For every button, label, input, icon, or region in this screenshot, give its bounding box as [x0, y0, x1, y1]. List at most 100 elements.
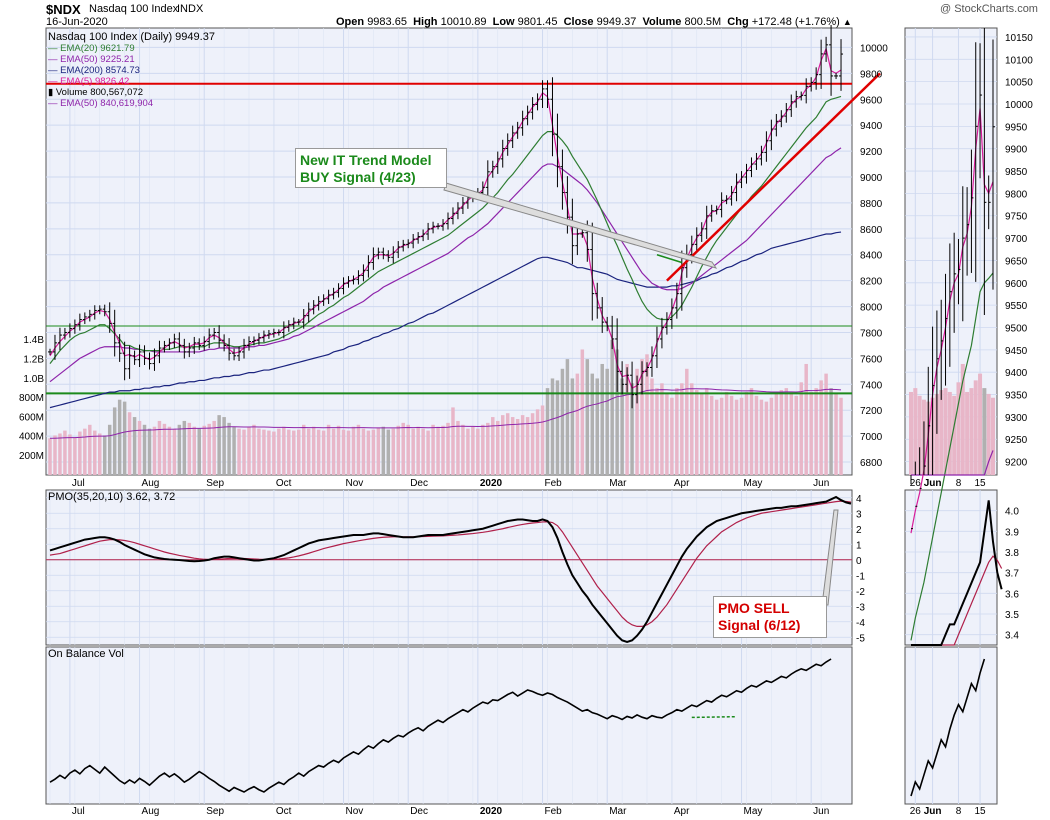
volume-bar: [476, 428, 480, 475]
x-tick-label-bottom: Oct: [276, 806, 292, 817]
volume-bar: [48, 438, 52, 475]
zoom-price-tick-label: 9600: [1005, 279, 1028, 290]
volume-bar: [804, 363, 808, 475]
index-name: Nasdaq 100 Index: [89, 3, 179, 15]
ema200-line: [49, 231, 842, 409]
zoom-price-bar: [988, 175, 991, 230]
volume-bar: [172, 428, 177, 475]
price-bar: [595, 282, 600, 319]
zoom-pmo-tick-label: 3.5: [1005, 610, 1019, 621]
zoom-volume-bar: [913, 388, 918, 475]
zoom-volume-bar: [991, 397, 995, 475]
zoom-price-bar: [932, 326, 935, 475]
price-bar: [57, 327, 62, 351]
series-lines: [46, 46, 1003, 797]
price-bar: [132, 350, 137, 365]
price-bar: [306, 302, 311, 323]
zoom-volume-bar: [917, 395, 922, 475]
price-bar: [814, 67, 819, 90]
zoom-price-tick-label: 9250: [1005, 435, 1028, 446]
pmo-tick-label: 0: [856, 556, 862, 567]
volume-bar: [431, 424, 435, 475]
price-tick-label: 8000: [860, 303, 883, 314]
volume-ema50-line: [49, 388, 842, 439]
x-tick-label-bottom: May: [744, 806, 763, 817]
zoom-price-bar: [949, 243, 952, 367]
volume-bar: [630, 383, 634, 475]
price-tick-label: 9400: [860, 121, 883, 132]
zoom-x-tick-label: Jun: [924, 478, 942, 489]
zoom-price-tick-label: 9950: [1005, 122, 1028, 133]
volume-bar: [560, 368, 565, 475]
price-bar: [336, 283, 341, 298]
zoom-obv-line: [910, 658, 986, 797]
volume-bar: [282, 426, 286, 475]
price-bar: [739, 171, 744, 189]
zoom-x-tick-label-bottom: 8: [956, 806, 962, 817]
x-tick-label: May: [744, 478, 763, 489]
volume-bar: [202, 425, 206, 475]
price-bar: [117, 334, 122, 362]
volume-bar: [655, 388, 659, 475]
pmo-sell-line2: Signal (6/12): [718, 617, 801, 633]
price-bar: [207, 328, 212, 349]
price-tick-label: 7200: [860, 406, 883, 417]
volume-bar: [93, 430, 97, 475]
volume-bar: [242, 429, 246, 475]
symbol: $NDX: [46, 2, 81, 17]
price-bar: [630, 361, 635, 409]
x-tick-label: 2020: [480, 478, 503, 489]
it-trend-annotation: New IT Trend Model BUY Signal (4/23): [295, 148, 447, 188]
price-bar: [192, 336, 197, 354]
zoom-price-bar: [979, 43, 983, 179]
volume-bar: [505, 413, 510, 475]
volume-bar: [739, 397, 744, 475]
pmo-line: [49, 495, 852, 643]
volume-bar: [252, 424, 256, 475]
volume-bar: [351, 426, 356, 475]
price-bar: [555, 113, 560, 188]
price-bar: [804, 78, 809, 104]
volume-bar: [426, 430, 430, 475]
volume-bar: [690, 383, 694, 475]
volume-bars-icon: ▮: [48, 87, 54, 98]
price-bar: [371, 247, 376, 270]
price-bar: [704, 205, 709, 239]
volume-bar: [187, 422, 192, 475]
price-bar: [291, 317, 296, 330]
volume-tick-label: 400M: [19, 432, 44, 443]
price-bar: [824, 36, 829, 62]
price-bar: [197, 338, 202, 350]
zoom-price-tick-label: 9350: [1005, 391, 1028, 402]
price-bar: [829, 24, 834, 96]
obv-legend: On Balance Vol: [48, 649, 124, 660]
zoom-x-tick-label: 15: [974, 478, 986, 489]
zoom-price-tick-label: 10150: [1005, 33, 1033, 44]
zoom-price-bar: [923, 421, 926, 475]
volume-tick-label: 1.4B: [23, 335, 44, 346]
price-bar: [530, 97, 535, 120]
price-bar: [82, 312, 87, 325]
price-bar: [635, 375, 640, 404]
obv-panel: [45, 646, 853, 805]
volume-bar: [719, 397, 724, 475]
price-bar: [162, 340, 167, 353]
price-tick-label: 9200: [860, 147, 883, 158]
price-bar: [381, 247, 386, 260]
high-value: 10010.89: [440, 16, 487, 28]
price-bar: [769, 119, 774, 151]
volume-bar: [496, 420, 500, 475]
volume-bar: [321, 430, 326, 475]
volume-bar: [416, 426, 420, 475]
pmo-legend: PMO(35,20,10) 3.62, 3.72: [48, 492, 175, 503]
zoom-volume-bar: [969, 388, 974, 475]
zoom-price-bar: [910, 475, 913, 530]
zoom-volume-bar: [952, 395, 957, 475]
price-bar: [664, 312, 669, 335]
volume-bar: [555, 380, 560, 475]
price-bar: [346, 276, 351, 288]
price-bar: [669, 298, 674, 329]
price-bar: [436, 223, 441, 230]
price-bar: [187, 342, 192, 358]
price-bar: [535, 93, 540, 111]
